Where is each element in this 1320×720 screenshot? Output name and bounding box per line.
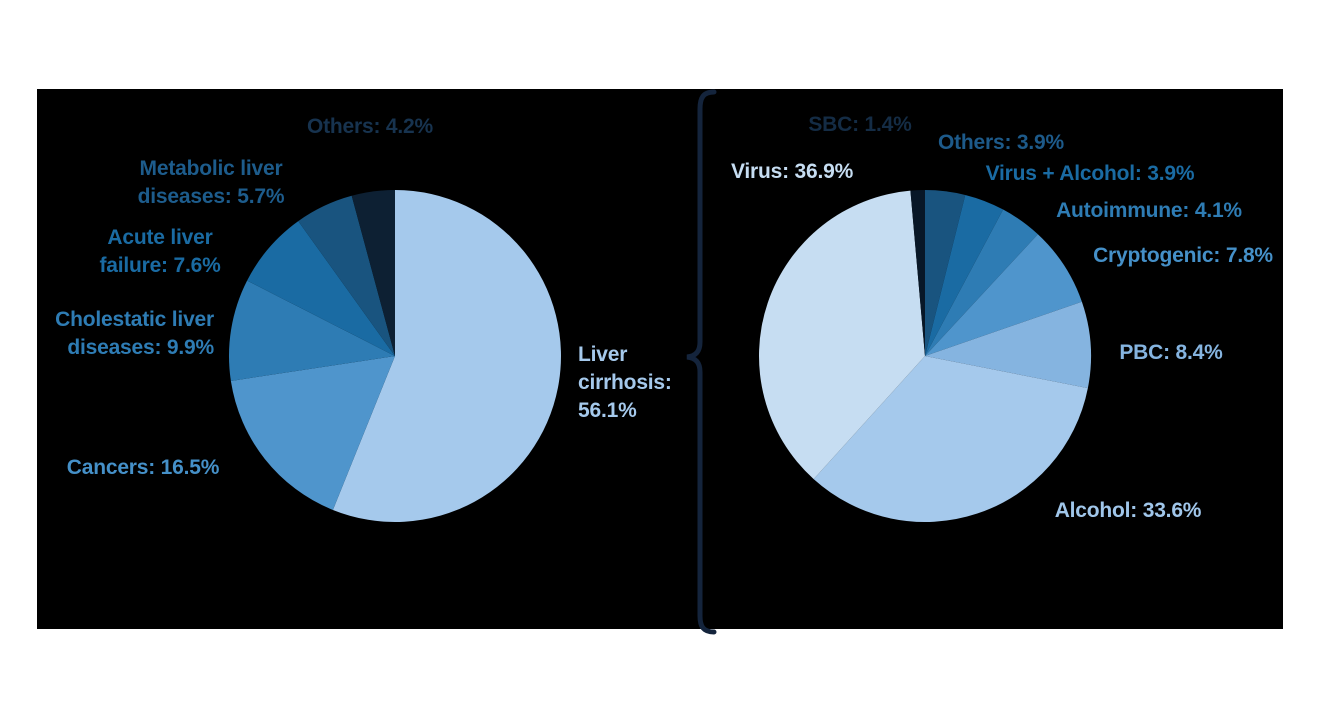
label-line: Alcohol: 33.6% bbox=[1054, 499, 1202, 522]
label-line: failure: 7.6% bbox=[99, 254, 221, 277]
label-line: Cryptogenic: 7.8% bbox=[1093, 244, 1273, 267]
pie-slice-others bbox=[925, 190, 966, 356]
etiologies-virus-alcohol-label: Virus + Alcohol: 3.9% bbox=[960, 160, 1220, 188]
etiologies-sbc-label: SBC: 1.4% bbox=[760, 111, 960, 139]
pie-slice-alcohol bbox=[813, 356, 1088, 522]
label-line: Cancers: 16.5% bbox=[66, 456, 220, 479]
etiologies-others-label: Others: 3.9% bbox=[901, 129, 1101, 157]
indications-cholestatic-label: Cholestatic liver diseases: 9.9% bbox=[14, 306, 214, 362]
label-line: PBC: 8.4% bbox=[1119, 341, 1223, 364]
label-line: Autoimmune: 4.1% bbox=[1056, 199, 1242, 222]
label-line: Cholestatic liver bbox=[55, 308, 214, 331]
label-line: SBC: 1.4% bbox=[808, 113, 912, 136]
label-line: diseases: 9.9% bbox=[67, 336, 214, 359]
label-line: Others: 4.2% bbox=[307, 115, 433, 138]
pie-slice-autoimmune bbox=[925, 209, 1038, 356]
label-line: Virus: 36.9% bbox=[730, 160, 854, 183]
etiologies-autoimmune-label: Autoimmune: 4.1% bbox=[1049, 197, 1249, 225]
pie-slice-others bbox=[351, 190, 395, 356]
pie-slice-cholestatic-liver-diseases bbox=[228, 280, 395, 381]
etiologies-alcohol-label: Alcohol: 33.6% bbox=[1028, 497, 1228, 525]
etiologies-pbc-label: PBC: 8.4% bbox=[1071, 339, 1271, 367]
label-line: Virus + Alcohol: 3.9% bbox=[985, 162, 1195, 185]
pie-slice-virus bbox=[759, 190, 925, 480]
indications-acute-failure-label: Acute liver failure: 7.6% bbox=[60, 224, 260, 280]
etiologies-cryptogenic-label: Cryptogenic: 7.8% bbox=[1083, 242, 1283, 270]
etiologies-virus-label: Virus: 36.9% bbox=[692, 158, 892, 186]
indications-others-label: Others: 4.2% bbox=[270, 113, 470, 141]
transplant-indications-pie bbox=[228, 190, 561, 522]
pie-slice-liver-cirrhosis bbox=[332, 190, 561, 522]
pie-slice-metabolic-liver-diseases bbox=[298, 195, 395, 356]
indications-cancers-label: Cancers: 16.5% bbox=[43, 454, 243, 482]
label-line: Liver bbox=[578, 343, 628, 366]
pie-slice-pbc bbox=[925, 301, 1091, 389]
label-line: Acute liver bbox=[107, 226, 213, 249]
pie-slice-virus-alcohol bbox=[925, 194, 1004, 356]
curly-brace-path bbox=[686, 89, 717, 635]
pie-slice-cancers bbox=[230, 356, 395, 510]
label-line: Others: 3.9% bbox=[938, 131, 1064, 154]
label-line: diseases: 5.7% bbox=[137, 185, 285, 208]
pie-slice-sbc bbox=[910, 190, 925, 356]
indications-liver-cirrhosis-label: Liver cirrhosis: 56.1% bbox=[578, 341, 718, 425]
label-line: 56.1% bbox=[578, 399, 637, 422]
label-line: Metabolic liver bbox=[139, 157, 283, 180]
label-line: cirrhosis: bbox=[578, 371, 672, 394]
pie-slice-acute-liver-failure bbox=[247, 221, 395, 356]
cirrhosis-etiologies-pie bbox=[759, 190, 1091, 522]
pie-slice-cryptogenic bbox=[925, 234, 1082, 356]
indications-metabolic-label: Metabolic liver diseases: 5.7% bbox=[111, 155, 311, 211]
curly-brace-connector bbox=[686, 89, 717, 635]
